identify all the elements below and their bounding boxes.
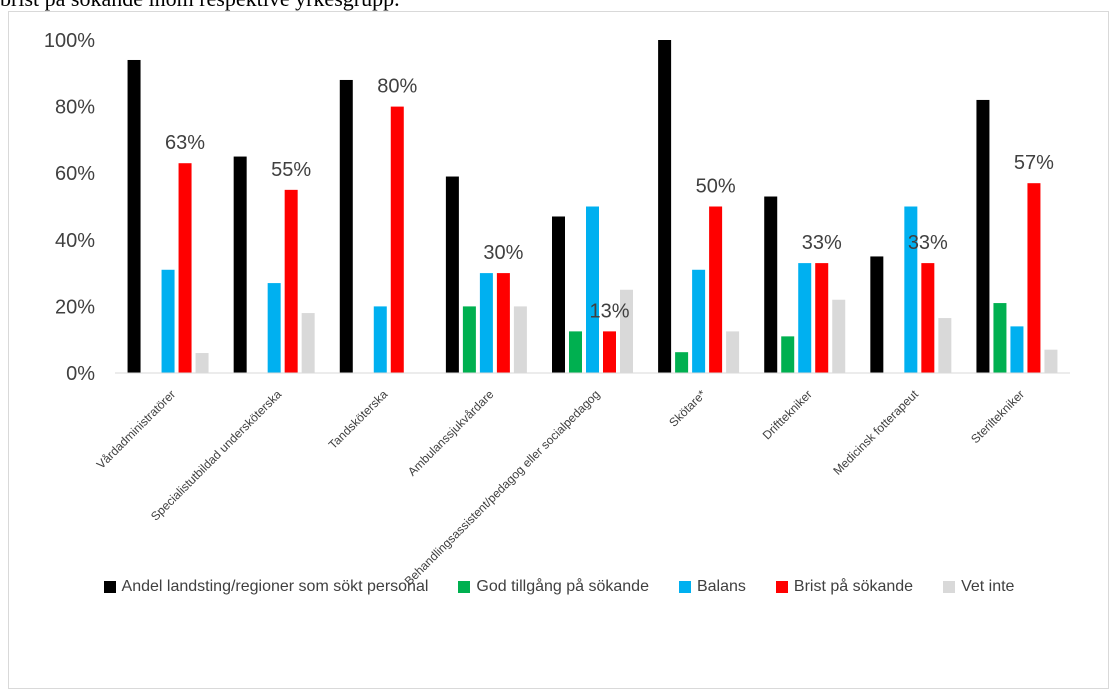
y-tick-label: 80% (55, 97, 95, 119)
data-labels: 63% 55% 80% 30% 13% 50% 33% 33% 57% (165, 76, 1054, 323)
bar (1010, 326, 1024, 373)
bar (658, 40, 672, 373)
legend-item: Balans (678, 578, 746, 596)
bar (1027, 183, 1041, 373)
bar (284, 189, 298, 373)
category-label: Drifttekniker (760, 387, 815, 442)
legend-label: God tillgång på sökande (476, 578, 649, 595)
legend: Andel landsting/regioner som sökt person… (0, 578, 1118, 596)
legend-swatch (943, 581, 956, 593)
bar (161, 269, 175, 373)
legend-item: Vet inte (943, 578, 1014, 596)
data-label: 30% (483, 242, 523, 264)
bar (552, 216, 565, 373)
data-label: 57% (1014, 152, 1054, 174)
legend-item: God tillgång på sökande (458, 578, 649, 596)
bar (938, 318, 952, 373)
y-tick-label: 0% (66, 363, 95, 385)
legend-label: Vet inte (961, 578, 1015, 595)
bar (496, 273, 510, 373)
category-label: Steriltekniker (968, 387, 1027, 446)
bar (726, 331, 740, 373)
legend-label: Balans (696, 578, 746, 595)
bar (569, 331, 582, 373)
bar (870, 256, 884, 373)
bar (195, 353, 209, 373)
bar (390, 106, 404, 373)
legend-label: Andel landsting/regioner som sökt person… (121, 578, 429, 595)
data-label: 80% (377, 76, 417, 98)
data-label: 63% (165, 132, 205, 154)
data-label: 33% (908, 232, 948, 254)
caption-text: brist på sökande inom respektive yrkesgr… (0, 0, 400, 12)
bar (993, 303, 1007, 373)
chart-frame (8, 11, 1109, 689)
bar (675, 352, 689, 373)
bar (921, 263, 935, 373)
y-axis-ticks: 0% 20% 40% 60% 80% 100% (44, 30, 95, 385)
category-label: Skötare* (666, 387, 709, 430)
legend-label: Brist på sökande (793, 578, 914, 595)
bar (692, 269, 706, 373)
bar (445, 176, 459, 373)
bar (764, 196, 778, 373)
data-label: 33% (802, 232, 842, 254)
bar (267, 283, 281, 373)
bar (709, 206, 723, 373)
bar (586, 206, 599, 373)
legend-item: Brist på sökande (775, 578, 914, 596)
y-tick-label: 60% (55, 163, 95, 185)
bar (233, 156, 247, 373)
category-label: Specialistutbildad undersköterska (148, 387, 285, 524)
bar (904, 206, 918, 373)
bar (339, 79, 353, 374)
bar (373, 306, 387, 373)
bar (178, 163, 192, 373)
y-tick-label: 20% (55, 296, 95, 318)
legend-swatch (775, 581, 788, 593)
category-label: Tandsköterska (326, 387, 391, 452)
bar (976, 99, 990, 373)
bar (127, 59, 141, 373)
legend-swatch (458, 581, 471, 593)
bar (781, 336, 795, 373)
category-label: Behandlingsassistent/pedagog eller socia… (402, 387, 603, 588)
bar (798, 263, 812, 373)
legend-swatch (103, 581, 116, 593)
y-tick-label: 100% (44, 30, 95, 52)
bar (620, 289, 633, 373)
bar (479, 273, 493, 373)
category-label: Vårdadministratörer (94, 387, 178, 471)
legend-swatch (678, 581, 691, 593)
bar (815, 263, 829, 373)
legend-item: Andel landsting/regioner som sökt person… (103, 578, 429, 596)
bar (462, 306, 476, 373)
bar (301, 313, 315, 373)
chart-bars (127, 40, 1058, 374)
bar (513, 306, 527, 373)
data-label: 13% (589, 300, 629, 322)
category-label: Medicinsk fotterapeut (830, 387, 921, 478)
bar (832, 299, 846, 373)
bar (603, 331, 616, 373)
data-label: 55% (271, 159, 311, 181)
data-label: 50% (696, 176, 736, 198)
category-label: Ambulanssjukvårdare (405, 387, 497, 479)
y-tick-label: 40% (55, 230, 95, 252)
bar (1044, 349, 1058, 373)
